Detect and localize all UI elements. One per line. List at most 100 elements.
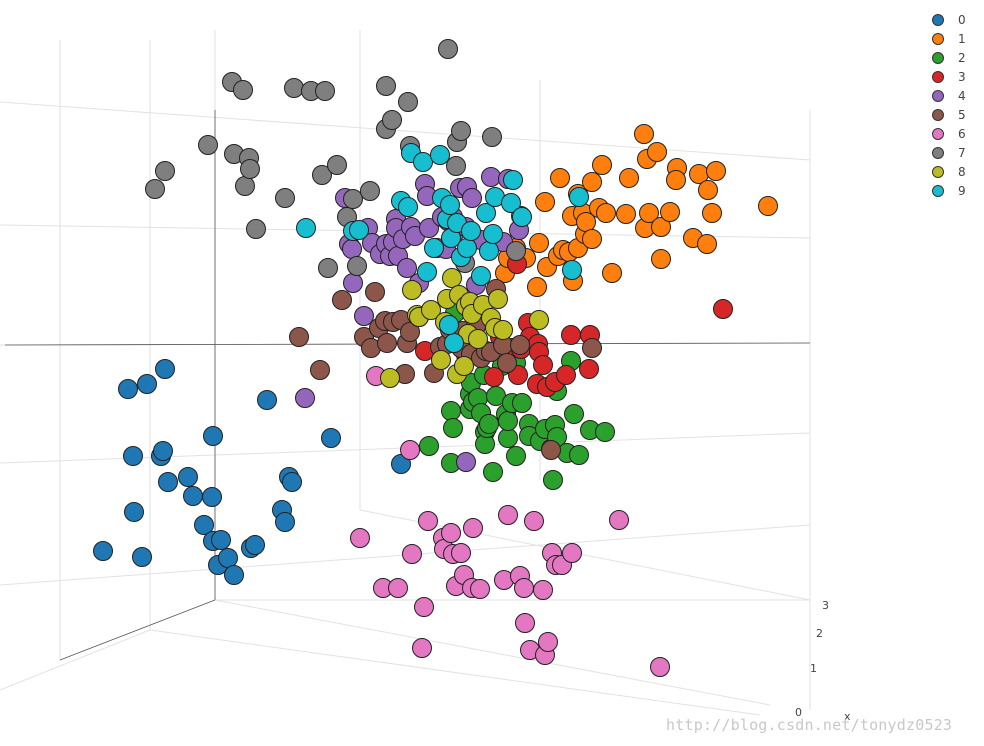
scatter-point-0 (137, 374, 157, 394)
scatter-point-0 (93, 541, 113, 561)
scatter-point-3 (713, 299, 733, 319)
scatter-point-6 (538, 632, 558, 652)
legend-item-5[interactable]: 5 (932, 105, 966, 124)
scatter-point-4 (342, 239, 362, 259)
scatter-point-1 (702, 203, 722, 223)
axis-tick-1: 1 (810, 662, 817, 675)
scatter-point-4 (343, 273, 363, 293)
scatter-point-8 (488, 289, 508, 309)
scatter-point-7 (240, 159, 260, 179)
scatter-point-6 (498, 505, 518, 525)
scatter-point-8 (380, 368, 400, 388)
scatter-point-5 (510, 335, 530, 355)
scatter-point-5 (400, 322, 420, 342)
scatter-point-9 (501, 193, 521, 213)
scatter-point-7 (438, 39, 458, 59)
scatter-point-0 (194, 515, 214, 535)
scatter-point-9 (461, 221, 481, 241)
axis-tick-2: 2 (816, 627, 823, 640)
legend-item-9[interactable]: 9 (932, 181, 966, 200)
scatter-point-1 (550, 168, 570, 188)
scatter-point-7 (145, 179, 165, 199)
scatter-point-7 (235, 176, 255, 196)
scatter-point-9 (398, 197, 418, 217)
scatter-point-2 (506, 446, 526, 466)
scatter-point-5 (377, 333, 397, 353)
scatter-point-7 (315, 81, 335, 101)
scatter-point-2 (498, 411, 518, 431)
scatter-point-5 (289, 327, 309, 347)
legend-item-2[interactable]: 2 (932, 48, 966, 67)
scatter-point-7 (398, 92, 418, 112)
scatter-point-6 (418, 511, 438, 531)
scatter-point-1 (616, 204, 636, 224)
scatter-point-6 (350, 528, 370, 548)
scatter-point-2 (543, 470, 563, 490)
scatter-point-0 (202, 487, 222, 507)
watermark: http://blog.csdn.net/tonydz0523 (666, 716, 953, 734)
legend-item-7[interactable]: 7 (932, 143, 966, 162)
scatter-point-6 (388, 578, 408, 598)
scatter-point-0 (275, 512, 295, 532)
scatter-point-0 (321, 428, 341, 448)
grid-line (0, 629, 151, 691)
scatter-point-5 (541, 440, 561, 460)
scatter-point-1 (535, 192, 555, 212)
scatter-point-9 (296, 218, 316, 238)
scatter-point-9 (483, 224, 503, 244)
scatter-point-2 (479, 414, 499, 434)
grid-line (149, 629, 761, 716)
scatter-point-9 (349, 220, 369, 240)
scatter-point-9 (479, 241, 499, 261)
legend-marker (932, 13, 944, 26)
scatter-point-2 (419, 436, 439, 456)
legend-label: 2 (958, 50, 966, 65)
scatter-point-7 (312, 165, 332, 185)
grid-line (0, 101, 811, 161)
scatter-point-9 (569, 187, 589, 207)
scatter-point-2 (569, 445, 589, 465)
legend-label: 3 (958, 69, 966, 84)
scatter-point-7 (284, 78, 304, 98)
scatter-point-9 (439, 315, 459, 335)
scatter-point-2 (441, 401, 461, 421)
scatter-point-7 (198, 135, 218, 155)
scatter-point-1 (529, 233, 549, 253)
scatter-point-8 (529, 310, 549, 330)
scatter-point-7 (451, 121, 471, 141)
scatter-point-6 (562, 543, 582, 563)
scatter-point-2 (483, 462, 503, 482)
scatter-point-4 (481, 167, 501, 187)
scatter-point-0 (218, 548, 238, 568)
scatter-point-6 (470, 579, 490, 599)
scatter-point-8 (493, 320, 513, 340)
scatter-point-8 (402, 280, 422, 300)
legend-item-3[interactable]: 3 (932, 67, 966, 86)
legend-item-1[interactable]: 1 (932, 29, 966, 48)
scatter-point-6 (514, 578, 534, 598)
legend-item-0[interactable]: 0 (932, 10, 966, 29)
scatter-point-7 (506, 241, 526, 261)
scatter-point-0 (153, 441, 173, 461)
legend-marker (932, 51, 944, 64)
legend-marker (932, 70, 944, 83)
scatter-point-1 (651, 217, 671, 237)
legend-label: 5 (958, 107, 966, 122)
legend-item-8[interactable]: 8 (932, 162, 966, 181)
scatter-point-9 (440, 195, 460, 215)
scatter-point-9 (413, 152, 433, 172)
scatter-point-6 (463, 518, 483, 538)
scatter-point-5 (310, 360, 330, 380)
legend-item-4[interactable]: 4 (932, 86, 966, 105)
scatter-point-9 (424, 238, 444, 258)
scatter-point-6 (524, 511, 544, 531)
scatter-point-0 (118, 379, 138, 399)
legend-item-6[interactable]: 6 (932, 124, 966, 143)
scatter-point-1 (647, 142, 667, 162)
legend: 0 1 2 3 4 5 6 7 8 9 (932, 10, 966, 200)
scatter-point-4 (295, 388, 315, 408)
scatter-point-1 (596, 203, 616, 223)
scatter-point-9 (457, 238, 477, 258)
scatter-point-3 (561, 325, 581, 345)
legend-label: 6 (958, 126, 966, 141)
